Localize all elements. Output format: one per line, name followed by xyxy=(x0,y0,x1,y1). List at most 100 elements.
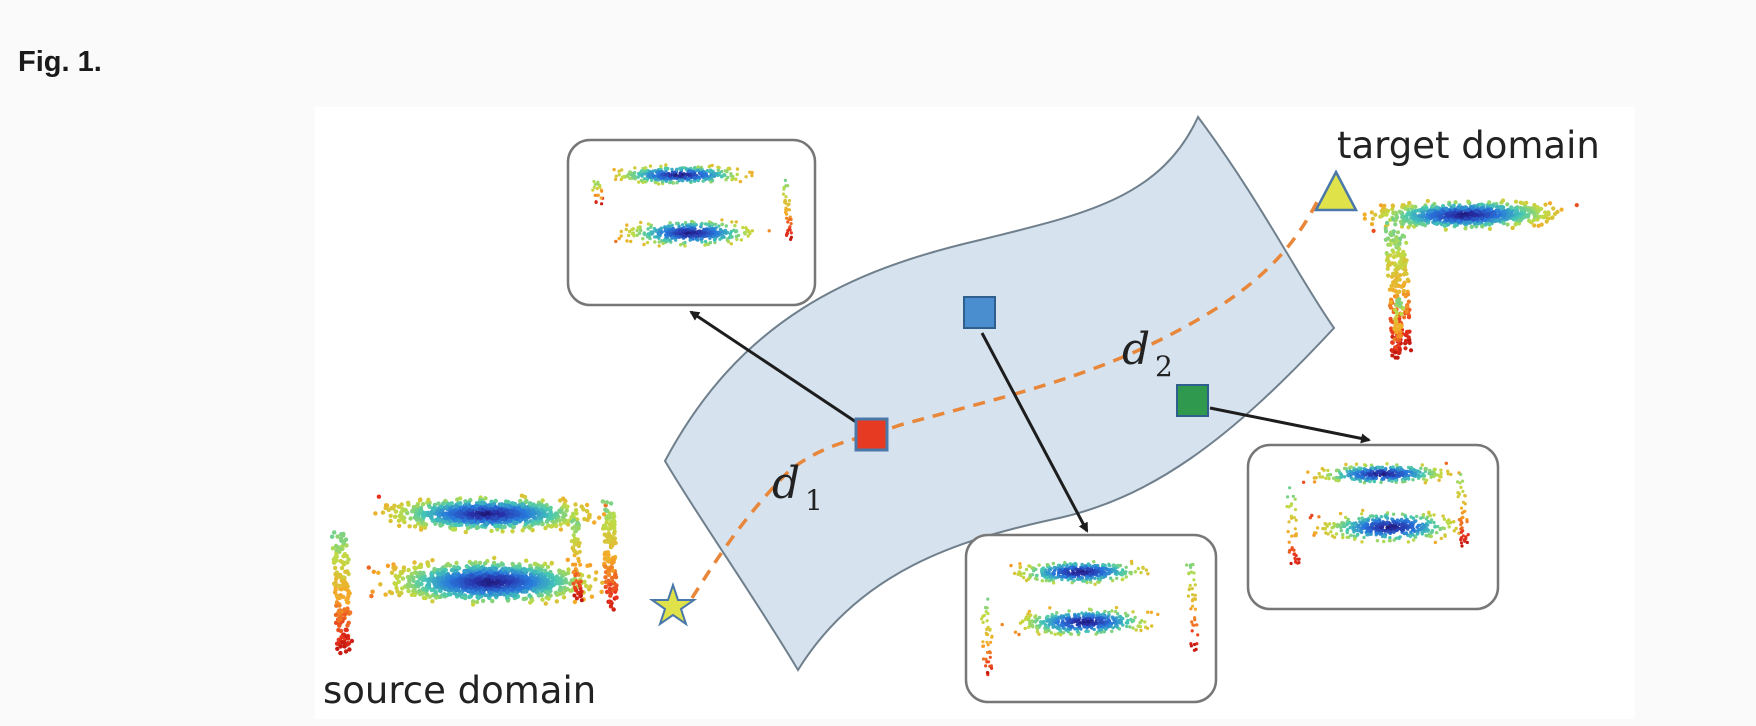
point-cloud-dot xyxy=(389,506,394,511)
point-cloud-dot xyxy=(343,569,348,574)
point-cloud-dot xyxy=(704,173,708,178)
point-cloud-dot xyxy=(540,521,545,527)
point-cloud-dot xyxy=(423,595,428,601)
point-cloud-dot xyxy=(466,515,472,520)
point-cloud-dot xyxy=(1021,575,1026,580)
point-cloud-dot xyxy=(1192,578,1196,582)
point-cloud-dot xyxy=(1082,579,1087,583)
point-cloud-dot xyxy=(1402,315,1407,320)
point-cloud-dot xyxy=(550,580,555,585)
point-cloud-dot xyxy=(402,515,407,521)
point-cloud-dot xyxy=(510,529,515,534)
point-cloud-dot xyxy=(1093,582,1097,586)
point-cloud-dot xyxy=(1383,226,1388,231)
point-cloud-dot xyxy=(1034,573,1039,578)
point-cloud-dot xyxy=(511,524,516,530)
point-cloud-dot xyxy=(692,234,696,238)
point-cloud-dot xyxy=(645,240,650,245)
point-cloud-dot xyxy=(512,592,517,597)
point-cloud-dot xyxy=(1024,615,1029,619)
point-cloud-dot xyxy=(501,575,506,581)
point-cloud-dot xyxy=(421,570,426,576)
point-cloud-dot xyxy=(611,518,616,523)
point-cloud-dot xyxy=(1387,287,1392,292)
point-cloud-dot xyxy=(458,577,464,582)
point-cloud-dot xyxy=(338,628,344,634)
point-cloud-dot xyxy=(724,224,728,228)
point-cloud-dot xyxy=(603,507,608,512)
point-cloud-dot xyxy=(557,581,562,586)
point-cloud-dot xyxy=(409,592,415,597)
point-cloud-dot xyxy=(1139,570,1143,575)
point-cloud-dot xyxy=(441,519,446,524)
point-cloud-dot xyxy=(649,225,653,229)
point-cloud-dot xyxy=(1064,569,1068,573)
point-cloud-dot xyxy=(1511,217,1516,222)
point-cloud-dot xyxy=(344,543,349,548)
point-cloud-dot xyxy=(990,635,994,639)
point-cloud-dot xyxy=(659,170,664,174)
point-cloud-dot xyxy=(416,521,421,526)
point-cloud-dot xyxy=(1012,571,1017,576)
point-cloud-dot xyxy=(1124,575,1129,579)
point-cloud-dot xyxy=(1107,610,1111,615)
point-cloud-dot xyxy=(653,235,657,239)
point-cloud-dot xyxy=(543,577,549,582)
point-cloud-dot xyxy=(717,224,721,228)
point-cloud-dot xyxy=(605,556,610,561)
point-cloud-dot xyxy=(1085,567,1089,571)
point-cloud-dot xyxy=(1403,294,1408,299)
point-cloud-dot xyxy=(1388,253,1393,258)
point-cloud-dot xyxy=(654,228,658,232)
point-cloud-dot xyxy=(1529,220,1534,225)
point-cloud-dot xyxy=(1059,633,1063,637)
distance-d2-label: d xyxy=(1122,324,1150,375)
point-cloud-dot xyxy=(1505,222,1510,227)
point-cloud-dot xyxy=(788,225,792,229)
point-cloud-dot xyxy=(1549,215,1554,221)
point-cloud-dot xyxy=(419,581,424,587)
point-cloud-dot xyxy=(427,504,432,509)
point-cloud-dot xyxy=(739,238,744,242)
point-cloud-dot xyxy=(709,176,714,180)
point-cloud-dot xyxy=(432,581,438,587)
point-cloud-dot xyxy=(1124,565,1128,569)
point-cloud-dot xyxy=(1060,623,1065,627)
point-cloud-dot xyxy=(329,534,335,539)
point-cloud-dot xyxy=(584,509,590,514)
point-cloud-dot xyxy=(1369,210,1374,215)
point-cloud-dot xyxy=(341,554,346,559)
point-cloud-dot xyxy=(668,221,672,225)
point-cloud-dot xyxy=(420,502,426,507)
point-cloud-dot xyxy=(586,574,592,579)
point-cloud-dot xyxy=(1373,212,1378,217)
point-cloud-dot xyxy=(388,518,393,524)
figure-title: Fig. 1. xyxy=(18,46,102,78)
point-cloud-dot xyxy=(433,521,438,526)
point-cloud-dot xyxy=(1040,579,1045,583)
point-cloud-dot xyxy=(574,551,579,556)
point-cloud-dot xyxy=(642,231,646,235)
point-cloud-dot xyxy=(495,527,500,532)
point-cloud-dot xyxy=(1131,626,1135,630)
point-cloud-dot xyxy=(604,515,609,521)
point-cloud-dot xyxy=(339,635,344,640)
point-cloud-dot xyxy=(606,572,612,577)
point-cloud-dot xyxy=(1149,610,1154,614)
point-cloud-dot xyxy=(376,494,382,499)
point-cloud-dot xyxy=(1467,220,1473,225)
point-cloud-dot xyxy=(783,178,788,182)
point-cloud-dot xyxy=(1532,202,1537,208)
point-cloud-dot xyxy=(704,177,708,181)
point-cloud-dot xyxy=(440,575,446,580)
point-cloud-dot xyxy=(489,528,494,534)
point-cloud-dot xyxy=(787,199,792,203)
point-cloud-dot xyxy=(552,514,557,519)
point-cloud-dot xyxy=(469,512,474,517)
point-cloud-dot xyxy=(668,224,672,229)
point-cloud-dot xyxy=(1391,238,1396,243)
point-cloud-dot xyxy=(1388,316,1393,321)
point-cloud-dot xyxy=(687,177,691,181)
point-cloud-dot xyxy=(1404,271,1409,276)
point-cloud-dot xyxy=(480,501,486,506)
